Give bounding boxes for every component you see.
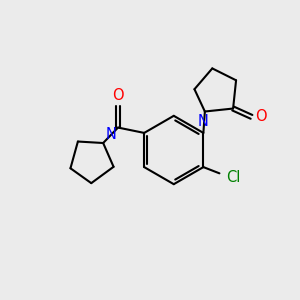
Text: Cl: Cl — [226, 170, 241, 185]
Text: N: N — [198, 114, 209, 129]
Text: O: O — [255, 110, 267, 124]
Text: N: N — [106, 127, 116, 142]
Text: O: O — [112, 88, 124, 103]
